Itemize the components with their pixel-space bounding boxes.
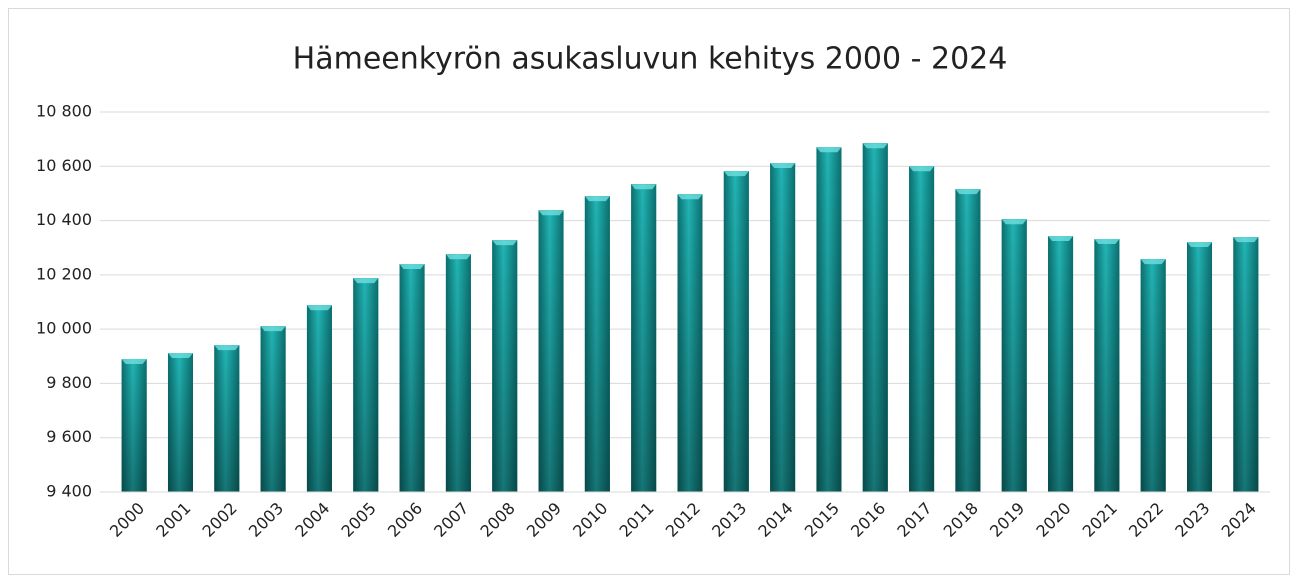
bar [584,196,610,492]
bar [445,254,471,492]
bar [677,194,703,492]
bar [1233,237,1259,492]
bar [631,184,657,492]
bar [538,210,564,492]
y-tick-label: 9 800 [46,373,92,392]
y-tick-label: 10 200 [36,264,92,283]
bar [492,240,518,492]
bar [167,353,193,492]
bar [770,163,796,492]
bar [909,166,935,493]
bar [306,305,332,492]
bar [214,345,240,492]
bar [1001,219,1027,492]
y-tick-label: 9 400 [46,482,92,501]
y-tick-label: 10 600 [36,156,92,175]
y-tick-label: 9 600 [46,427,92,446]
y-tick-label: 10 800 [36,102,92,121]
bar [816,147,842,493]
bar [1094,239,1120,492]
chart-title: Hämeenkyrön asukasluvun kehitys 2000 - 2… [293,42,1008,77]
bar [260,326,286,492]
y-tick-label: 10 000 [36,319,92,338]
bar [862,143,888,492]
bar [955,189,981,493]
bar [353,278,379,492]
bar [723,171,749,492]
bar [399,264,425,492]
bar [121,359,147,492]
y-tick-label: 10 400 [36,210,92,229]
bar [1048,236,1074,492]
bar [1187,242,1213,492]
bar [1140,259,1166,492]
